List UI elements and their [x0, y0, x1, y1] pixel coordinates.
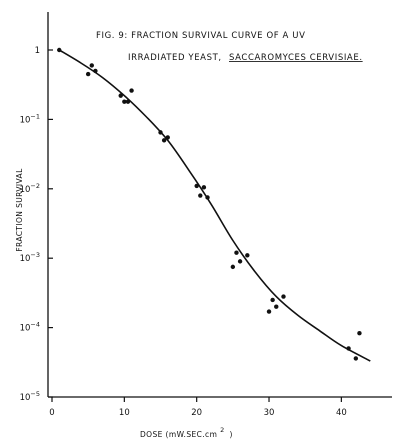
axes	[47, 12, 392, 398]
y-axis-label: FRACTION SURVIVAL	[15, 168, 24, 252]
data-point	[353, 356, 359, 361]
y-tick-label: 10−4	[20, 321, 40, 334]
y-tick-exponent: −2	[30, 182, 40, 190]
chart-title: FIG. 9: FRACTION SURVIVAL CURVE OF A UV …	[96, 31, 363, 63]
y-tick-base: 10	[20, 115, 31, 125]
data-point	[205, 195, 210, 200]
y-tick-label: 10−1	[20, 112, 40, 125]
y-tick-label: 10−3	[20, 251, 40, 264]
data-point	[125, 99, 131, 104]
x-tick-label: 30	[264, 408, 275, 418]
x-tick-label: 0	[49, 408, 54, 418]
data-point	[118, 93, 123, 98]
data-point	[201, 185, 207, 190]
data-point	[89, 63, 94, 68]
data-point	[161, 138, 167, 143]
data-point	[198, 193, 203, 198]
y-tick-base: 10	[20, 393, 31, 403]
data-points	[57, 47, 362, 361]
data-point	[230, 264, 236, 270]
y-tick-base: 10	[20, 185, 31, 195]
y-tick-label: 10−5	[20, 390, 40, 403]
data-point	[194, 183, 199, 189]
data-point	[57, 47, 62, 53]
fit-curve-line	[58, 49, 371, 362]
y-tick-base: 10	[20, 254, 31, 264]
y-tick-label: 10−2	[20, 182, 40, 195]
data-point	[245, 253, 250, 258]
data-point	[357, 331, 362, 336]
x-tick-label: 20	[191, 408, 202, 418]
data-point	[85, 71, 91, 77]
x-axis-label-text: DOSE (mW.SEC.cm	[140, 430, 217, 439]
data-point	[93, 68, 98, 74]
x-axis-label-exponent: 2	[220, 426, 225, 434]
title-line-2: IRRADIATED YEAST, SACCAROMYCES CERVISIAE…	[128, 53, 363, 63]
data-point	[346, 346, 351, 351]
x-axis-label: DOSE (mW.SEC.cm 2 )	[140, 425, 233, 439]
data-point	[281, 294, 286, 299]
data-point	[129, 88, 134, 93]
y-tick-exponent: −3	[30, 251, 40, 259]
x-axis-label-close: )	[229, 430, 232, 439]
data-point	[270, 297, 275, 303]
x-ticks: 0 10 20 30 40	[49, 397, 347, 418]
title-species: SACCAROMYCES CERVISIAE.	[229, 53, 363, 63]
title-line-1: FIG. 9: FRACTION SURVIVAL CURVE OF A UV	[96, 31, 305, 41]
data-point	[237, 259, 243, 264]
data-point	[234, 250, 239, 255]
data-point	[165, 135, 170, 140]
y-ticks: 110−110−210−310−410−5	[20, 46, 53, 403]
data-point	[122, 99, 127, 104]
title-line-2-prefix: IRRADIATED YEAST,	[128, 53, 222, 63]
y-tick-label: 1	[35, 46, 40, 56]
data-point	[158, 130, 163, 135]
y-tick-exponent: −5	[30, 390, 40, 398]
data-point	[274, 304, 279, 309]
y-tick-exponent: −4	[30, 321, 40, 329]
y-tick-exponent: −1	[30, 112, 40, 120]
data-point	[266, 309, 272, 314]
y-tick-base: 10	[20, 324, 31, 334]
x-tick-label: 40	[336, 408, 347, 418]
x-tick-label: 10	[119, 408, 130, 418]
